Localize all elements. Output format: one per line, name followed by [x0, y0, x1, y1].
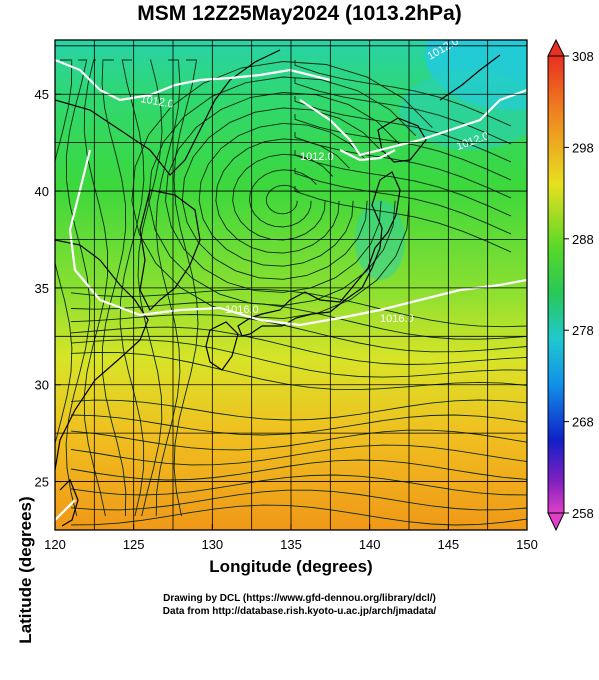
streamline	[249, 169, 317, 228]
y-axis-label: Latitude (degrees)	[16, 496, 35, 644]
streamline	[70, 474, 527, 496]
lat-lon-grid	[55, 40, 527, 530]
x-tick-label: 120	[44, 537, 66, 552]
streamline	[70, 326, 527, 365]
streamline	[165, 92, 400, 293]
colorbar-top-arrow	[547, 38, 565, 57]
colorbar-tick-label: 308	[572, 49, 594, 64]
taiwan-coast	[59, 478, 79, 527]
plot-title: MSM 12Z25May2024 (1013.2hPa)	[137, 2, 462, 25]
streamline	[155, 59, 181, 517]
isobar-south	[55, 499, 76, 521]
streamline	[70, 301, 527, 340]
continent-coast	[55, 49, 281, 176]
streamline	[294, 150, 512, 217]
x-tick-label: 135	[280, 537, 302, 552]
isobar-1012-east	[299, 88, 527, 157]
y-tick-label: 35	[35, 281, 49, 296]
streamline	[70, 399, 527, 421]
honshu-coast	[237, 171, 401, 337]
streamline	[215, 138, 350, 254]
x-tick-label: 145	[437, 537, 459, 552]
streamline	[70, 339, 527, 380]
isobar-1016	[68, 149, 527, 327]
y-tick-label: 30	[35, 378, 49, 393]
streamline	[70, 429, 527, 451]
colorbar-tick-label: 288	[572, 232, 594, 247]
streamline	[101, 59, 127, 517]
x-axis: 120 125 130 135 140 145 150	[44, 524, 538, 552]
china-coast	[55, 239, 149, 471]
plot-area: 1012.0 1012.0 1012.0 1016.0 1016.0 1012.…	[55, 40, 527, 530]
isobar-1012-north	[55, 58, 331, 102]
streamline	[70, 414, 527, 436]
isobar-label: 1012.0	[300, 151, 334, 163]
streamline	[294, 60, 512, 127]
credit-data: Data from http://database.rish.kyoto-u.a…	[162, 606, 437, 617]
colorbar-scale	[547, 55, 565, 514]
colorbar-bottom-arrow	[547, 512, 565, 532]
streamline	[137, 59, 163, 517]
x-tick-label: 125	[123, 537, 145, 552]
streamline	[70, 444, 527, 466]
streamline	[148, 76, 417, 306]
x-tick-label: 130	[201, 537, 223, 552]
streamline	[173, 59, 199, 517]
streamline	[70, 288, 527, 328]
colorbar-tick-label: 258	[572, 506, 594, 521]
colorbar-tick-label: 278	[572, 323, 594, 338]
wind-streamlines	[55, 59, 527, 526]
streamline	[181, 107, 383, 280]
streamline	[55, 59, 73, 446]
colorbar-tick-label: 268	[572, 415, 594, 430]
coastlines	[55, 49, 501, 527]
streamline	[83, 59, 109, 517]
colorbar-ticks: 308 298 288 278 268 258	[564, 49, 594, 521]
colorbar: 308 298 288 278 268 258	[547, 38, 594, 532]
streamline	[294, 186, 512, 253]
isobar-label: 1016.0	[225, 304, 259, 316]
y-tick-label: 45	[35, 87, 49, 102]
hokkaido-coast	[377, 117, 427, 163]
streamline	[70, 504, 527, 526]
kyushu-coast	[205, 321, 239, 371]
credit-drawing: Drawing by DCL (https://www.gfd-dennou.o…	[163, 593, 436, 604]
x-tick-label: 140	[359, 537, 381, 552]
isobar-label: 1016.0	[380, 313, 414, 325]
y-tick-label: 40	[35, 184, 49, 199]
isobar-label: 1012.0	[139, 93, 174, 111]
x-axis-label: Longitude (degrees)	[209, 557, 373, 576]
streamline	[294, 78, 512, 145]
streamline	[294, 114, 512, 181]
colorbar-tick-label: 298	[572, 140, 594, 155]
x-tick-label: 150	[516, 537, 538, 552]
streamline	[131, 61, 433, 320]
streamline	[265, 184, 301, 215]
streamline	[70, 351, 527, 395]
cool-region	[400, 70, 527, 150]
map-figure: 1012.0 1012.0 1012.0 1016.0 1016.0 1012.…	[35, 38, 594, 552]
streamline	[119, 59, 145, 517]
korea-coast	[139, 189, 201, 312]
y-tick-label: 25	[35, 475, 49, 490]
streamline	[232, 153, 334, 241]
streamline	[70, 489, 527, 511]
streamline	[65, 59, 91, 517]
y-axis: 25 30 35 40 45	[35, 87, 61, 490]
streamline	[294, 168, 512, 235]
streamline	[70, 314, 527, 353]
kuril-islands	[439, 54, 501, 101]
